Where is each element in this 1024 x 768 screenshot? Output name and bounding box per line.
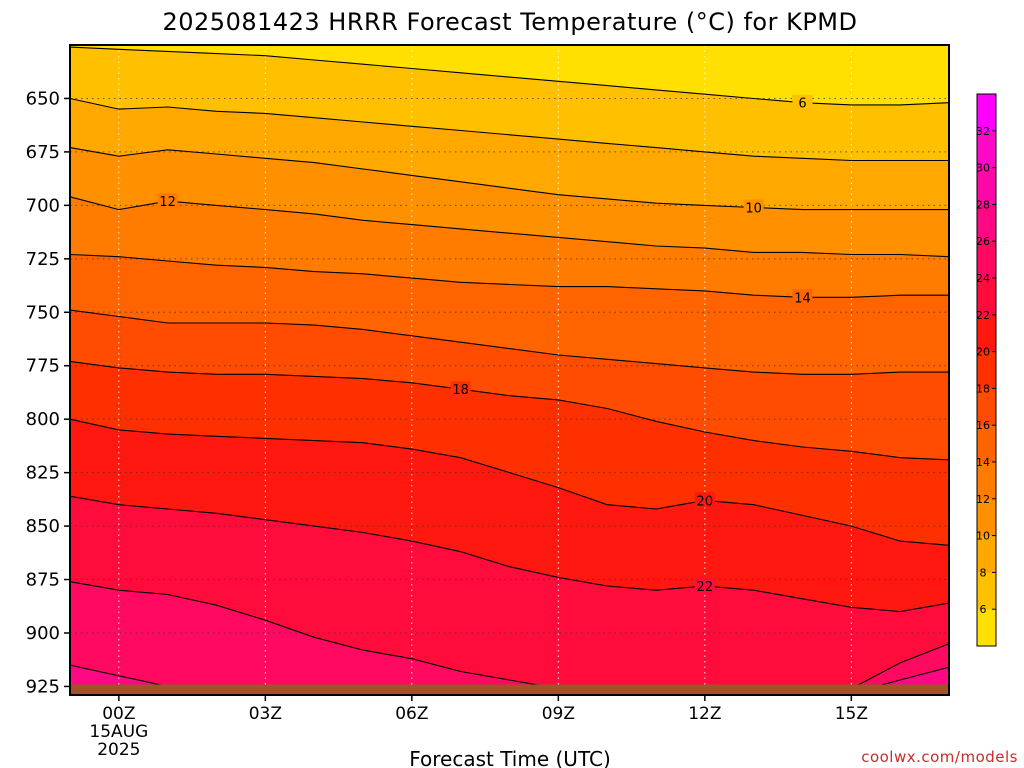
isotherm-label-bg [450,381,471,397]
isotherm-label: 14 [794,291,811,306]
isotherm-label-bg [792,289,813,305]
isotherm-label: 10 [745,202,762,217]
isotherm-label-group: 6 [792,94,813,112]
isotherm-label: 18 [452,383,469,398]
colorbar-tick-label: 12 [976,493,990,506]
x-axis-label: Forecast Time (UTC) [409,747,611,768]
ground-surface [70,684,949,695]
isotherm-label-group: 12 [157,193,178,210]
isotherm-label-group: 14 [792,289,813,306]
y-tick-label: 800 [26,409,60,430]
isotherm-line [69,147,949,211]
x-tick-label: 00Z [102,704,135,724]
colorbar-tick-label: 32 [976,125,990,138]
isotherm-label-group: 20 [694,492,715,509]
colorbar-swatch [977,535,996,573]
plot-frame [69,44,950,696]
colorbar-tick-label: 30 [976,162,990,175]
colorbar-tick-label: 16 [976,419,990,432]
isotherm-line [69,360,950,461]
isotherm-lines: 6 10 12 14 18 20 22 [69,46,950,694]
isotherm-label-bg [694,577,715,593]
isotherm-line [69,495,950,613]
y-tick-label: 825 [26,463,60,484]
site-credit: coolwx.com/models [861,748,1018,766]
x-tick-label: 03Z [249,704,282,724]
ground-layer [70,684,949,695]
colorbar-swatch [977,130,996,168]
colorbar-swatch [977,167,996,205]
isotherm-label-group: 10 [743,199,764,217]
x-tick-year: 2025 [97,740,140,760]
colorbar-swatch [977,241,996,279]
colorbar-swatch [977,609,996,647]
x-tick-label: 09Z [542,704,575,724]
y-tick-label: 850 [26,516,60,537]
colorbar-swatch [977,314,996,352]
colorbar-swatch [977,572,996,610]
colorbar-tick-label: 26 [976,235,990,248]
colorbar-tick-label: 6 [980,603,987,616]
colorbar-swatch [977,351,996,389]
isotherm-line [69,418,950,546]
colorbar-swatch [977,278,996,316]
chart-title: 2025081423 HRRR Forecast Temperature (°C… [162,8,857,36]
isotherm-label-group: 18 [450,381,471,398]
y-tick-label: 875 [26,570,60,591]
isotherm-label-bg [157,193,178,209]
y-tick-label: 775 [26,356,60,377]
colorbar-swatch [977,388,996,426]
colorbar-tick-label: 22 [976,309,990,322]
colorbar-tick-label: 24 [976,272,990,285]
x-tick-label: 06Z [395,704,428,724]
y-tick-label: 925 [26,676,60,697]
isotherm-line [69,309,949,375]
x-tick-date: 15AUG [89,722,148,742]
isotherm-label-bg [743,199,764,215]
x-tick-label: 15Z [835,704,868,724]
colorbar-tick-label: 28 [976,198,990,211]
isotherm-label-group: 22 [694,577,715,595]
colorbar-swatch [977,94,996,132]
colorbar-tick-label: 20 [976,346,990,359]
isotherm-line [69,97,949,162]
isotherm-line [69,196,950,258]
colorbar-swatch [977,204,996,242]
temperature-fill-layer [69,44,950,696]
y-tick-label: 900 [26,623,60,644]
y-tick-label: 750 [26,302,60,323]
colorbar-swatch [977,498,996,536]
colorbar: 6 8 10 12 14 16 18 20 22 24 26 28 30 32 [976,93,997,647]
isotherm-label: 22 [697,580,714,595]
colorbar-tick-label: 8 [980,566,987,579]
colorbar-tick-label: 10 [976,530,990,543]
colorbar-swatch [977,425,996,463]
x-tick-label: 12Z [688,704,721,724]
y-tick-label: 700 [26,195,60,216]
isotherm-label: 20 [697,494,714,509]
colorbar-frame [976,93,997,647]
isotherm-label: 12 [159,195,176,210]
y-tick-label: 725 [26,249,60,270]
y-tick-label: 675 [26,142,60,163]
colorbar-swatch [977,462,996,500]
isotherm-label: 6 [798,97,806,112]
colorbar-tick-label: 18 [976,382,990,395]
isotherm-label-bg [792,94,813,110]
y-tick-label: 650 [26,88,60,109]
y-axis: 650 675 700 725 750 775 800 825 850 875 900 925 [26,88,70,697]
isotherm-label-bg [694,492,715,508]
colorbar-tick-label: 14 [976,456,990,469]
